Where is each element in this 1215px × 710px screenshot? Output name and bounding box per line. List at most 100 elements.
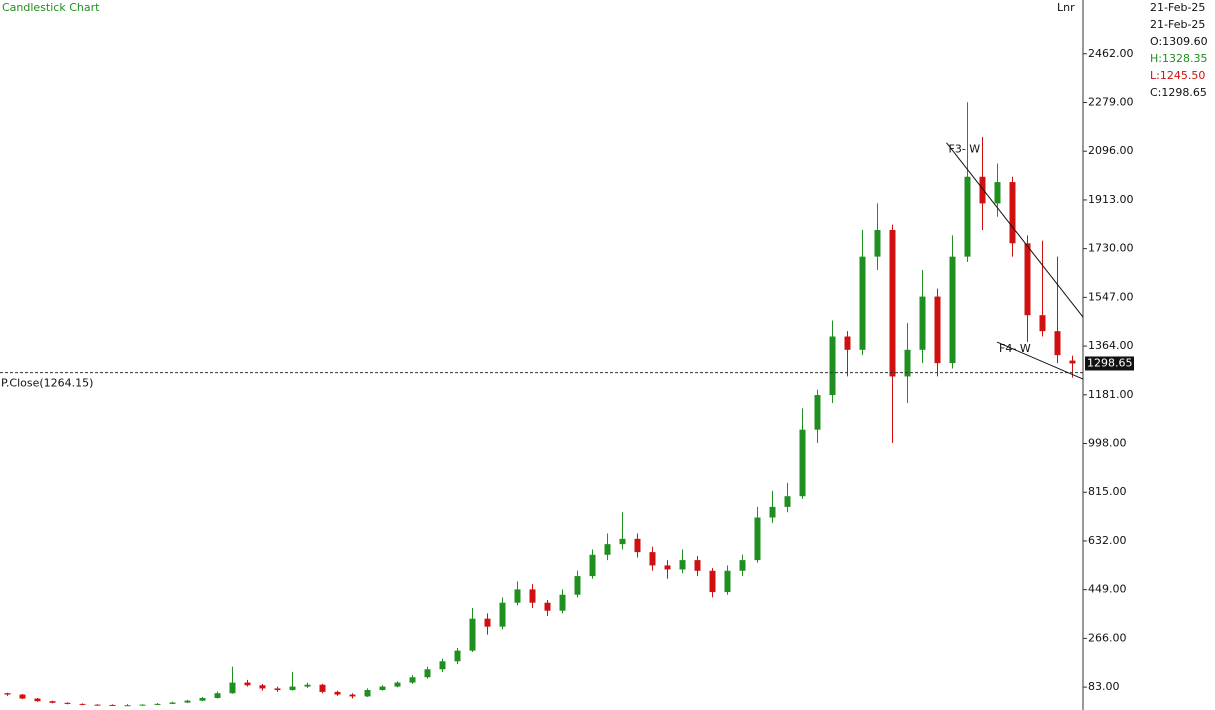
candle-body	[589, 554, 596, 577]
candle-body	[19, 694, 26, 699]
candle-body	[409, 677, 416, 683]
candle-body	[1039, 315, 1046, 332]
candle-body	[274, 688, 281, 691]
candle-body	[169, 702, 176, 704]
last-price-tag	[1085, 356, 1134, 371]
candle-body	[904, 349, 911, 377]
candle-body	[724, 570, 731, 593]
prev-close-label: P.Close(1264.15)	[1, 377, 93, 390]
candle-body	[634, 538, 641, 553]
y-tick-label: 998.00	[1088, 437, 1127, 450]
candle-body	[649, 552, 656, 566]
candle-body	[754, 517, 761, 561]
candle-body	[304, 684, 311, 687]
info-close: C:1298.65	[1150, 86, 1207, 99]
last-price-label: 1298.65	[1087, 356, 1133, 369]
candle-body	[1069, 360, 1076, 364]
candle-body	[934, 296, 941, 364]
candle-body	[34, 698, 41, 702]
chart-title: Candlestick Chart	[2, 1, 100, 14]
candle-body	[544, 602, 551, 611]
y-tick-label: 2462.00	[1088, 47, 1134, 60]
candle-body	[424, 669, 431, 678]
candle-body	[994, 182, 1001, 204]
candle-body	[439, 661, 446, 670]
candle-body	[124, 705, 131, 707]
y-tick-label: 2096.00	[1088, 144, 1134, 157]
candle-body	[739, 560, 746, 571]
trendline	[946, 142, 1084, 318]
candle-body	[349, 694, 356, 697]
scale-label: Lnr	[1057, 1, 1075, 14]
candle-body	[829, 336, 836, 396]
candle-body	[49, 701, 56, 703]
trendline-label: F4- W	[999, 342, 1031, 355]
y-tick-label: 815.00	[1088, 485, 1127, 498]
candle-body	[184, 700, 191, 703]
candle-body	[769, 506, 776, 518]
candle-body	[664, 565, 671, 570]
candle-body	[619, 538, 626, 545]
candle-body	[364, 690, 371, 697]
info-open: O:1309.60	[1150, 35, 1208, 48]
candle-body	[1054, 331, 1061, 356]
candle-body	[799, 429, 806, 497]
candle-body	[919, 296, 926, 350]
candle-body	[289, 686, 296, 691]
candle-body	[844, 336, 851, 350]
y-tick-label: 1547.00	[1088, 290, 1134, 303]
candle-body	[859, 256, 866, 350]
y-tick-label: 1364.00	[1088, 339, 1134, 352]
candle-body	[889, 230, 896, 377]
candle-body	[454, 650, 461, 662]
candle-body	[949, 256, 956, 364]
candle-body	[334, 691, 341, 695]
y-tick-label: 266.00	[1088, 631, 1127, 644]
info-date: 21-Feb-25	[1150, 18, 1205, 31]
candle-body	[244, 682, 251, 686]
candle-body	[199, 698, 206, 701]
info-low: L:1245.50	[1150, 69, 1205, 82]
candle-body	[559, 594, 566, 611]
y-tick-label: 83.00	[1088, 680, 1120, 693]
candle-body	[319, 684, 326, 692]
candle-body	[604, 544, 611, 555]
candle-body	[64, 702, 71, 704]
y-tick-label: 449.00	[1088, 583, 1127, 596]
candle-body	[694, 560, 701, 571]
trendline	[996, 341, 1084, 380]
candle-body	[964, 176, 971, 257]
candle-body	[1024, 243, 1031, 316]
candle-body	[1009, 182, 1016, 244]
candle-body	[529, 589, 536, 603]
candle-body	[499, 602, 506, 627]
candle-body	[394, 682, 401, 687]
candle-body	[784, 496, 791, 507]
candle-body	[259, 685, 266, 689]
candle-body	[109, 704, 116, 706]
candle-body	[979, 176, 986, 204]
y-tick-label: 1181.00	[1088, 388, 1134, 401]
candle-body	[709, 570, 716, 593]
candle-body	[4, 693, 11, 695]
y-tick-label: 1730.00	[1088, 242, 1134, 255]
candle-body	[379, 686, 386, 691]
candle-body	[814, 395, 821, 430]
candle-body	[94, 704, 101, 706]
candle-body	[679, 560, 686, 570]
info-date: 21-Feb-25	[1150, 1, 1205, 14]
candle-body	[514, 589, 521, 603]
y-tick-label: 2279.00	[1088, 95, 1134, 108]
candle-body	[574, 576, 581, 595]
candle-body	[214, 693, 221, 699]
y-tick-label: 632.00	[1088, 534, 1127, 547]
info-high: H:1328.35	[1150, 52, 1207, 65]
y-tick-label: 1913.00	[1088, 193, 1134, 206]
candle-body	[469, 618, 476, 651]
candle-body	[139, 704, 146, 706]
candle-body	[154, 703, 161, 705]
candle-body	[229, 682, 236, 694]
trendline-label: F3- W	[949, 143, 981, 156]
candle-body	[484, 618, 491, 627]
